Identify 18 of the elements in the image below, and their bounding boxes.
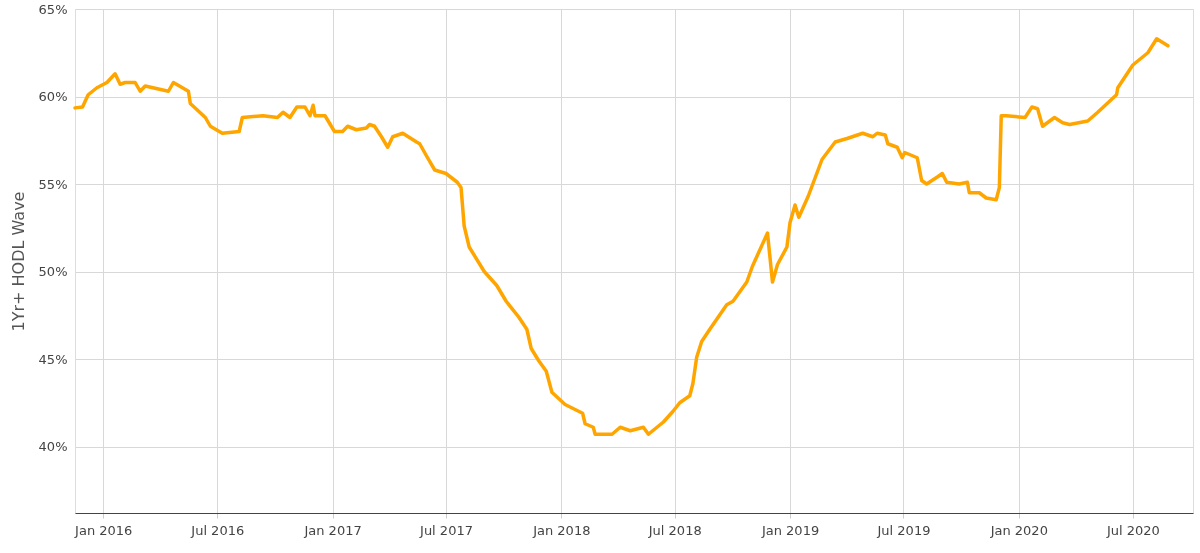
x-tick-label: Jul 2018 — [647, 522, 702, 538]
x-tick-label: Jan 2016 — [74, 522, 133, 538]
line-series — [73, 37, 1170, 436]
x-tick-label: Jan 2019 — [760, 522, 820, 538]
y-axis-title: 1Yr+ HODL Wave — [8, 191, 28, 332]
x-tick-label: Jul 2016 — [190, 522, 245, 538]
y-tick-label: 55% — [38, 176, 68, 192]
y-tick-label: 60% — [38, 89, 68, 104]
x-tick-label: Jul 2020 — [1105, 522, 1160, 538]
y-tick-label: 45% — [38, 351, 68, 367]
y-tick-label: 40% — [38, 439, 68, 454]
x-tick-label: Jan 2020 — [989, 522, 1048, 538]
y-tick-label: 65% — [38, 1, 68, 17]
x-tick-label: Jul 2019 — [876, 522, 931, 538]
x-tick-label: Jul 2017 — [419, 522, 473, 538]
y-tick-label: 50% — [38, 264, 68, 279]
x-tick-label: Jan 2018 — [532, 522, 591, 538]
x-tick-label: Jan 2017 — [303, 522, 362, 538]
